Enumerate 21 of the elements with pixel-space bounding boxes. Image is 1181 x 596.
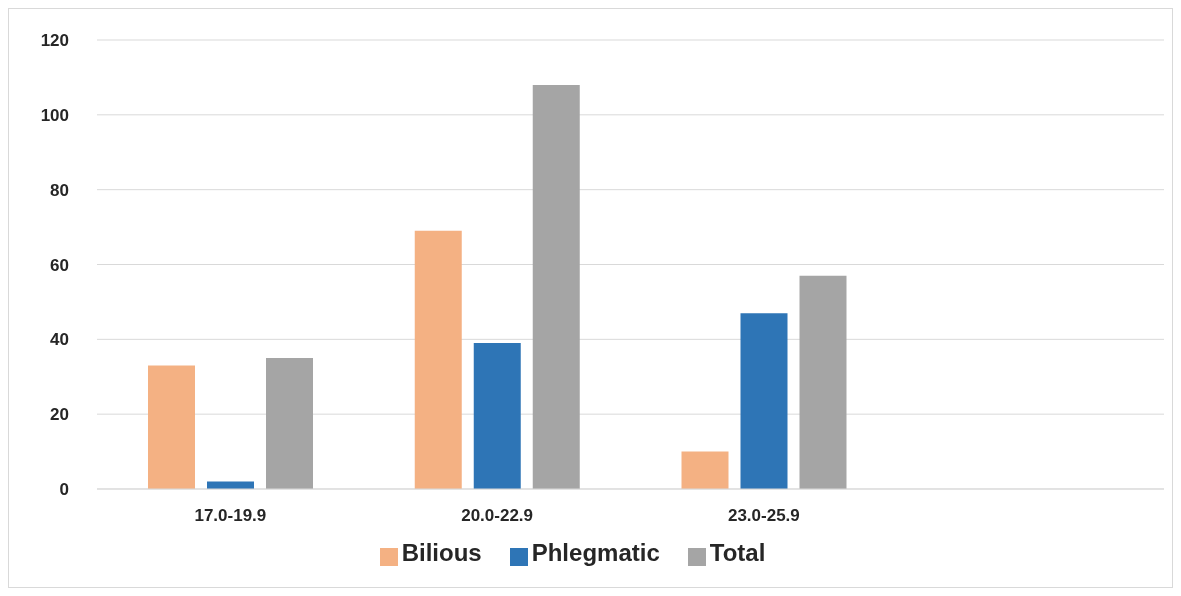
x-tick-label: 17.0-19.9 <box>194 506 267 526</box>
bar <box>473 343 521 489</box>
y-tick-label: 20 <box>50 405 69 425</box>
y-tick-label: 80 <box>50 180 69 200</box>
bar <box>681 451 729 489</box>
y-tick-label: 60 <box>50 255 69 275</box>
bar <box>740 313 788 489</box>
x-tick-label: 23.0-25.9 <box>727 506 800 526</box>
bar <box>799 275 847 489</box>
legend-label: Phlegmatic <box>531 539 660 566</box>
legend-label: Bilious <box>401 539 482 566</box>
y-tick-label: 120 <box>40 31 69 51</box>
legend-label: Total <box>709 539 766 566</box>
bar <box>532 84 580 489</box>
bar <box>148 365 195 489</box>
y-tick-label: 0 <box>59 480 69 500</box>
bar <box>414 230 462 489</box>
x-tick-label: 20.0-22.9 <box>461 506 534 526</box>
y-tick-label: 100 <box>40 105 69 125</box>
bar <box>266 358 313 489</box>
y-tick-label: 40 <box>50 330 69 350</box>
